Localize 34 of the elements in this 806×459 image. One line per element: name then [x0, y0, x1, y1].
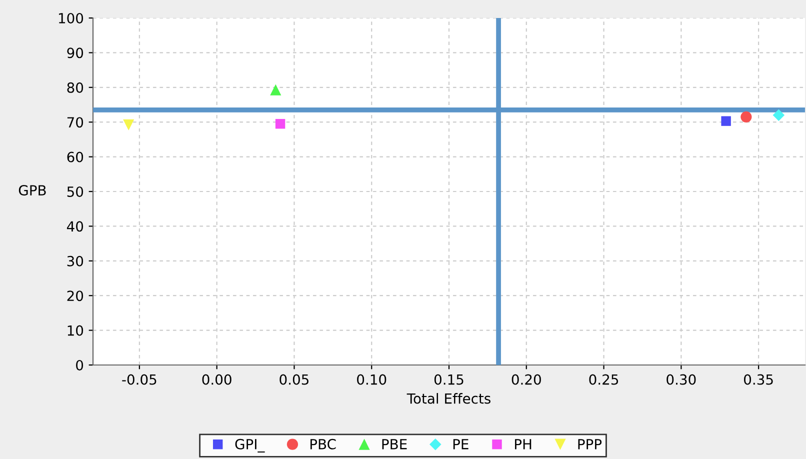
- x-tick-label: 0.00: [202, 374, 232, 385]
- y-axis-title: GPB: [18, 185, 46, 196]
- x-tick-label: 0.05: [280, 374, 308, 385]
- x-tick-label: 0.20: [512, 374, 541, 385]
- x-tick-label: -0.05: [122, 374, 156, 385]
- x-tick-label: 0.10: [357, 374, 386, 385]
- y-tick-label: 50: [67, 186, 84, 197]
- point: [123, 119, 134, 130]
- legend-label: PE: [453, 439, 468, 450]
- x-tick-label: 0.15: [434, 374, 464, 385]
- x-axis-title: Total Effects: [406, 393, 490, 404]
- y-tick-label: 70: [67, 117, 84, 128]
- y-tick-label: 80: [67, 82, 84, 93]
- point: [275, 118, 286, 129]
- point: [740, 111, 752, 122]
- y-tick-label: 60: [67, 152, 84, 162]
- point: [270, 84, 282, 96]
- y-tick-label: 0: [76, 360, 84, 370]
- x-tick-label: 0.30: [666, 374, 696, 385]
- point: [721, 116, 731, 126]
- x-tick-label: 0.25: [589, 374, 618, 385]
- legend-label: GPI_: [235, 438, 265, 452]
- legend-label: PBC: [310, 438, 336, 450]
- legend-label: PBE: [382, 439, 407, 450]
- y-tick-label: 100: [58, 12, 84, 24]
- x-tick-label: 0.35: [744, 374, 773, 385]
- legend-label: PPP: [578, 439, 602, 450]
- point: [772, 109, 785, 122]
- y-tick-label: 30: [67, 256, 84, 266]
- y-tick-label: 20: [67, 290, 84, 302]
- y-tick-label: 10: [68, 325, 84, 336]
- y-tick-label: 40: [66, 221, 84, 232]
- legend-label: PH: [515, 439, 532, 450]
- y-tick-label: 90: [67, 48, 84, 58]
